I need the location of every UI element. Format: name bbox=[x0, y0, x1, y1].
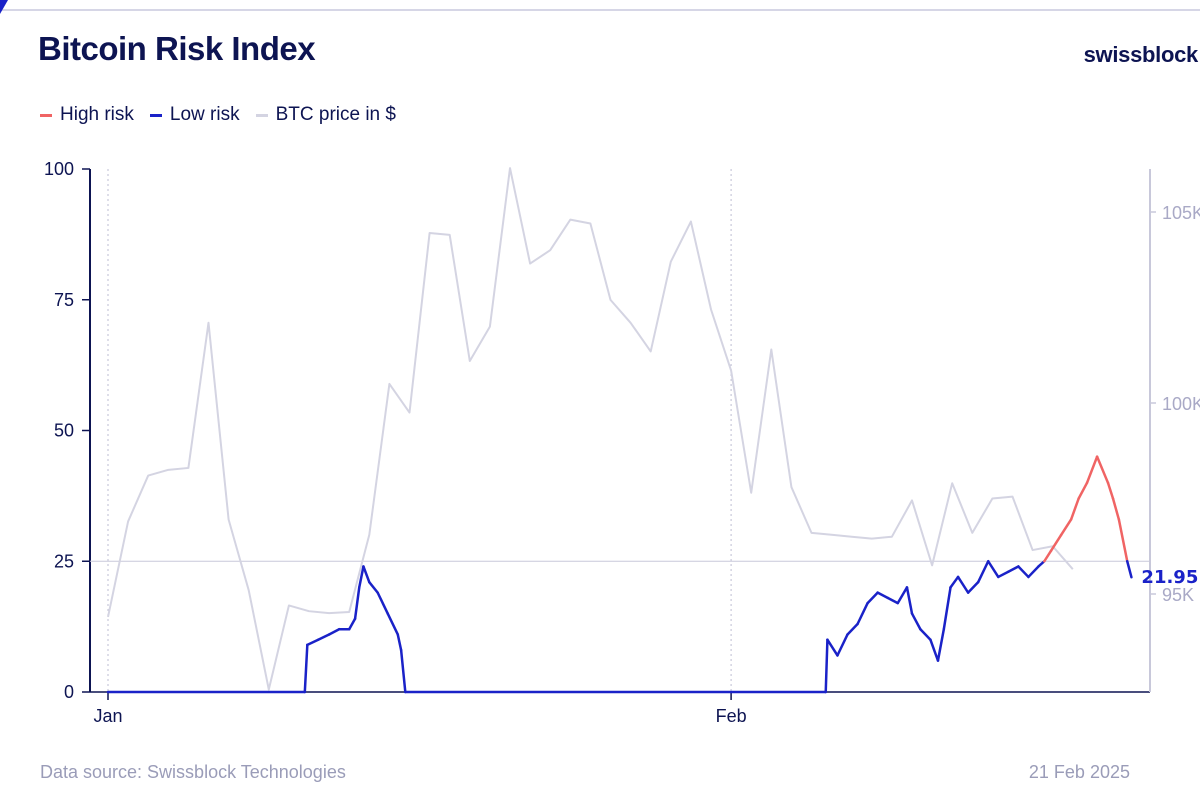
x-tick-label: Jan bbox=[93, 706, 122, 726]
low-risk-segment bbox=[966, 580, 980, 594]
legend-swatch-high bbox=[40, 113, 52, 117]
chart-date: 21 Feb 2025 bbox=[1028, 762, 1130, 782]
low-risk-segment bbox=[836, 633, 849, 657]
low-risk-segment bbox=[956, 575, 970, 594]
legend-high-risk: High risk bbox=[40, 104, 134, 126]
low-risk-segment bbox=[919, 627, 932, 641]
top-rule bbox=[0, 9, 1200, 11]
high-risk-segment bbox=[1077, 481, 1089, 500]
corner-accent bbox=[0, 0, 8, 14]
low-risk-segment bbox=[997, 570, 1010, 579]
last-value-label: 21.95 bbox=[1141, 567, 1198, 588]
low-risk-segment bbox=[327, 627, 341, 636]
high-risk-segment bbox=[1095, 455, 1110, 485]
y-tick-label: 25 bbox=[54, 551, 74, 571]
low-risk-segment bbox=[353, 586, 361, 621]
y-tick-label: 100 bbox=[44, 159, 74, 179]
y-tick-label: 0 bbox=[64, 682, 74, 702]
low-risk-segment bbox=[1017, 565, 1030, 579]
right-tick-label: 100K bbox=[1162, 394, 1200, 414]
low-risk-segment bbox=[936, 627, 946, 662]
low-risk-segment bbox=[929, 638, 940, 662]
high-risk-segment bbox=[1106, 481, 1115, 500]
legend-btc-price: BTC price in $ bbox=[255, 104, 396, 126]
low-risk-segment bbox=[1007, 565, 1020, 573]
legend-label: Low risk bbox=[169, 104, 240, 125]
right-tick-label: 95K bbox=[1162, 585, 1194, 605]
low-risk-segment bbox=[358, 565, 365, 589]
btc-price-line bbox=[107, 167, 1074, 691]
high-risk-segment bbox=[1117, 518, 1129, 563]
chart-title: Bitcoin Risk Index bbox=[38, 30, 316, 67]
y-tick-label: 50 bbox=[54, 421, 74, 441]
low-risk-segment bbox=[1125, 560, 1133, 579]
high-risk-segment bbox=[1111, 497, 1121, 521]
y-tick-label: 75 bbox=[54, 290, 74, 310]
high-risk-segment bbox=[1069, 497, 1080, 521]
legend-low-risk: Low risk bbox=[149, 104, 240, 126]
high-risk-segment bbox=[1085, 455, 1099, 485]
low-risk-segment bbox=[976, 560, 990, 584]
legend-swatch-price bbox=[255, 113, 268, 117]
low-risk-segment bbox=[986, 560, 1000, 579]
low-risk-segment bbox=[1037, 560, 1046, 568]
low-risk-segment bbox=[876, 591, 889, 600]
legend-swatch-low bbox=[149, 113, 162, 117]
low-risk-segment bbox=[949, 575, 960, 589]
low-risk-segment bbox=[856, 601, 869, 626]
low-risk-segment bbox=[306, 638, 320, 647]
low-risk-segment bbox=[396, 633, 403, 652]
low-risk-segment bbox=[886, 596, 900, 605]
low-risk-segment bbox=[368, 580, 379, 594]
low-risk-segment bbox=[826, 638, 839, 657]
low-risk-segment bbox=[846, 622, 859, 636]
low-risk-segment bbox=[910, 612, 922, 631]
low-risk-segment bbox=[376, 591, 389, 615]
low-risk-segment bbox=[1027, 565, 1040, 579]
high-risk-segment bbox=[1049, 533, 1063, 553]
low-risk-segment bbox=[942, 586, 952, 631]
low-risk-segment bbox=[399, 648, 407, 694]
low-risk-segment bbox=[866, 591, 879, 605]
x-tick-label: Feb bbox=[716, 706, 747, 726]
legend-label: BTC price in $ bbox=[275, 104, 396, 125]
high-risk-segment bbox=[1059, 518, 1073, 537]
high-risk-segment bbox=[1043, 549, 1053, 563]
legend-label: High risk bbox=[60, 104, 134, 125]
right-tick-label: 105K bbox=[1162, 203, 1200, 223]
low-risk-segment bbox=[824, 638, 829, 694]
low-risk-segment bbox=[896, 586, 909, 605]
low-risk-segment bbox=[303, 643, 309, 694]
low-risk-segment bbox=[362, 565, 371, 584]
legend: High risk Low risk BTC price in $ bbox=[40, 104, 396, 126]
low-risk-segment bbox=[905, 586, 914, 615]
low-risk-segment bbox=[316, 633, 331, 641]
low-risk-segment bbox=[347, 617, 357, 631]
data-source: Data source: Swissblock Technologies bbox=[40, 762, 346, 782]
low-risk-segment bbox=[386, 612, 400, 636]
brand-logo: swissblock bbox=[1083, 42, 1199, 67]
